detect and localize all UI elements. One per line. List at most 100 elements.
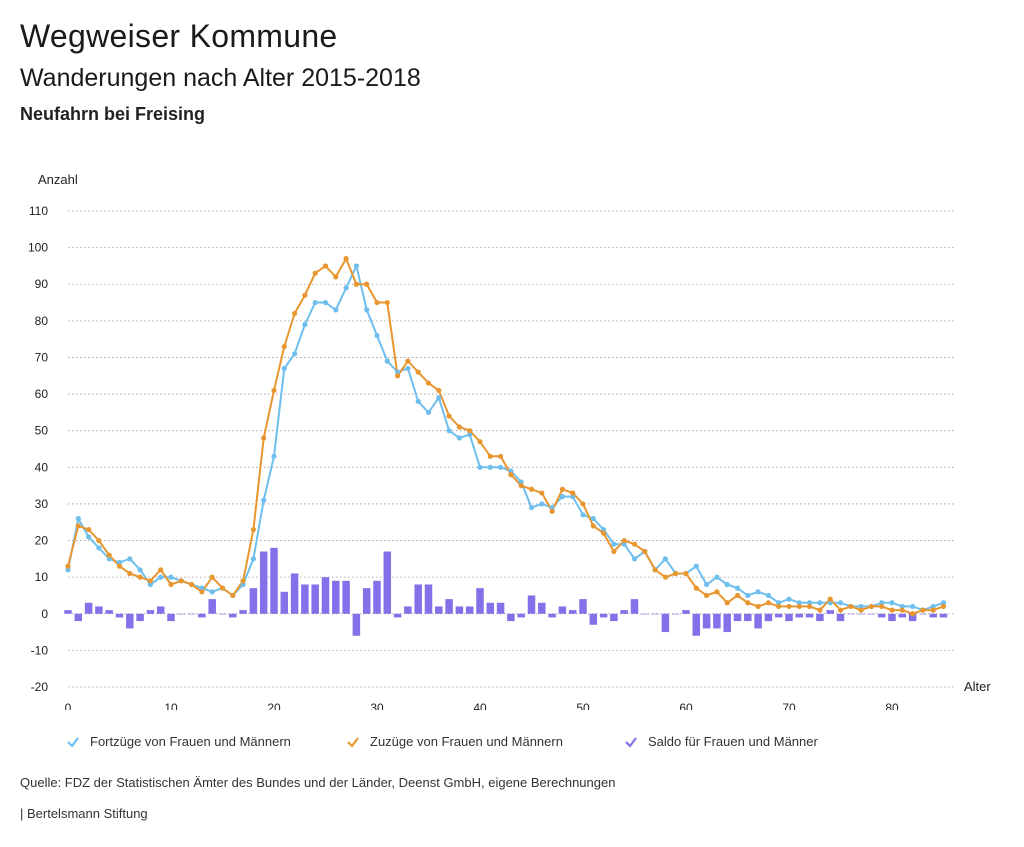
zuzuege-point (611, 548, 617, 555)
zuzuege-point (868, 603, 875, 610)
legend-label: Zuzüge von Frauen und Männern (370, 734, 563, 749)
fortzuege-point (384, 358, 390, 364)
x-tick-label: 50 (576, 701, 590, 710)
fortzuege-point (930, 603, 936, 610)
fortzuege-point (281, 365, 287, 372)
saldo-bar (352, 613, 361, 636)
fortzuege-point (786, 596, 792, 602)
zuzuege-point (86, 526, 92, 533)
zuzuege-point (456, 424, 462, 430)
y-tick-label: 100 (28, 241, 48, 255)
zuzuege-point (292, 310, 298, 317)
saldo-bar (836, 613, 845, 622)
saldo-bar (476, 588, 484, 614)
zuzuege-point (487, 453, 493, 459)
zuzuege-point (642, 548, 648, 555)
zuzuege-point (353, 281, 359, 287)
fortzuege-point (96, 545, 102, 551)
saldo-bar (373, 580, 381, 614)
legend-item-zuzuege[interactable]: Zuzüge von Frauen und Männern (346, 734, 563, 749)
zuzuege-point (539, 490, 545, 496)
saldo-bar (218, 613, 227, 615)
saldo-bar (74, 613, 83, 622)
zuzuege-point (807, 603, 813, 610)
saldo-bar (620, 610, 628, 614)
saldo-bar (486, 602, 495, 614)
chart-legend: Fortzüge von Frauen und Männern Zuzüge v… (66, 734, 966, 756)
saldo-bar (558, 606, 567, 614)
saldo-bar (126, 613, 134, 629)
saldo-bar (95, 606, 103, 614)
saldo-bar (84, 602, 93, 614)
saldo-bar (702, 613, 711, 629)
saldo-bar (651, 613, 659, 615)
saldo-bar (754, 613, 762, 629)
y-tick-label: 90 (35, 277, 49, 291)
zuzuege-line (67, 257, 944, 615)
fortzuege-point (549, 504, 555, 511)
zuzuege-point (518, 483, 524, 489)
fortzuege-point (796, 600, 802, 606)
x-tick-label: 30 (370, 701, 384, 710)
x-tick-label: 70 (782, 701, 796, 710)
saldo-bar (877, 613, 886, 618)
fortzuege-point (734, 585, 741, 591)
saldo-bar (332, 580, 340, 614)
zuzuege-point (920, 607, 926, 613)
zuzuege-point (631, 541, 638, 547)
y-tick-label: 20 (35, 534, 49, 548)
saldo-bars (64, 547, 948, 636)
saldo-bar (641, 613, 649, 615)
saldo-bar (259, 551, 268, 614)
fortzuege-point (137, 567, 143, 573)
legend-item-saldo[interactable]: Saldo für Frauen und Männer (624, 734, 818, 749)
fortzuege-point (837, 600, 844, 606)
zuzuege-point (322, 263, 329, 269)
zuzuege-point (343, 256, 349, 262)
saldo-bar (229, 613, 237, 618)
y-tick-label: 70 (35, 350, 49, 364)
zuzuege-point (755, 603, 761, 610)
fortzuege-point (395, 369, 401, 375)
y-tick-label: 110 (29, 204, 48, 218)
fortzuege-point (271, 453, 277, 459)
fortzuege-point (343, 285, 349, 291)
saldo-bar (682, 610, 690, 614)
saldo-bar (136, 613, 144, 622)
saldo-bar (393, 613, 402, 618)
saldo-bar (321, 577, 330, 614)
zuzuege-point (209, 574, 215, 580)
zuzuege-point (250, 526, 256, 533)
zuzuege-point (116, 563, 123, 569)
fortzuege-point (312, 299, 318, 306)
fortzuege-point (456, 435, 462, 441)
fortzuege-point (817, 600, 823, 606)
zuzuege-point (652, 567, 658, 573)
zuzuege-point (704, 592, 710, 599)
zuzuege-point (395, 373, 401, 379)
brand-note: | Bertelsmann Stiftung (20, 806, 148, 821)
x-tick-label: 20 (267, 701, 281, 710)
saldo-bar (548, 613, 556, 618)
zuzuege-point (261, 435, 267, 441)
saldo-bar (805, 613, 814, 618)
saldo-bar (579, 599, 587, 614)
fortzuege-point (570, 494, 576, 500)
location-label: Neufahrn bei Freising (20, 104, 206, 124)
fortzuege-point (261, 497, 267, 503)
zuzuege-point (374, 299, 380, 306)
zuzuege-point (827, 596, 833, 602)
saldo-bar (404, 606, 412, 614)
fortzuege-point (322, 299, 329, 306)
zuzuege-point (189, 581, 195, 588)
legend-label: Fortzüge von Frauen und Männern (90, 734, 291, 749)
zuzuege-point (75, 523, 81, 529)
y-tick-label: 80 (35, 314, 49, 328)
series-lines (67, 257, 944, 615)
fortzuege-point (940, 600, 947, 606)
fortzuege-point (559, 494, 566, 500)
legend-item-fortzuege[interactable]: Fortzüge von Frauen und Männern (66, 734, 291, 749)
zuzuege-point (879, 603, 885, 610)
fortzuege-point (333, 307, 339, 313)
